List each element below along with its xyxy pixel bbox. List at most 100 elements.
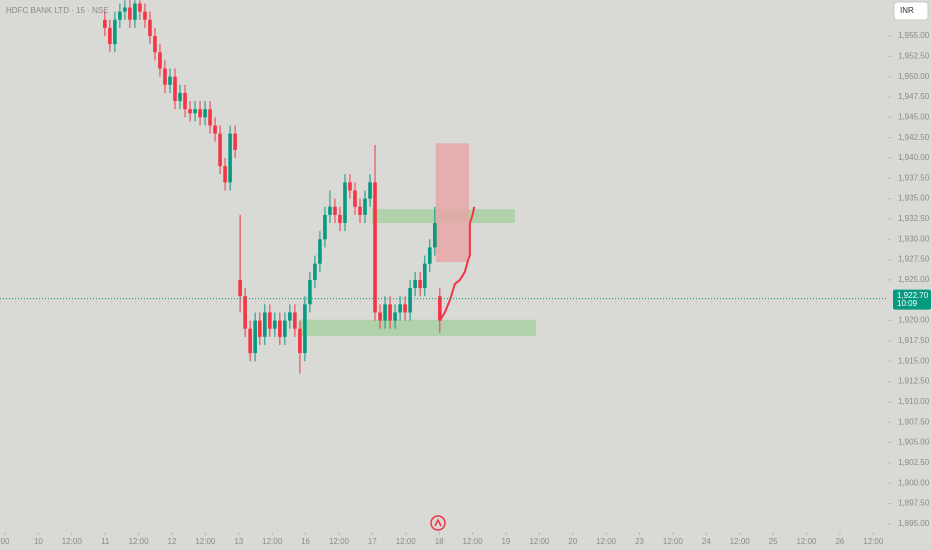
y-tick-label: 1,925.00 bbox=[898, 275, 930, 284]
x-tick-label: 24 bbox=[702, 537, 711, 546]
y-tick-label: 1,930.00 bbox=[898, 234, 930, 243]
x-tick-label: 13 bbox=[234, 537, 243, 546]
y-tick-label: 1,942.50 bbox=[898, 133, 930, 142]
candle-body bbox=[288, 312, 292, 321]
candle-body bbox=[343, 182, 347, 224]
candle-body bbox=[393, 312, 397, 321]
candle-body bbox=[428, 247, 432, 264]
x-tick-label: 12:00 bbox=[329, 537, 350, 546]
candle-body bbox=[123, 7, 127, 12]
candle-body bbox=[433, 223, 437, 248]
candle-body bbox=[422, 263, 427, 289]
x-tick-label: 10 bbox=[34, 537, 43, 546]
x-tick-label: 12:00 bbox=[129, 537, 150, 546]
candle-body bbox=[208, 109, 212, 126]
y-tick-label: 1,907.50 bbox=[898, 417, 930, 426]
candle-body bbox=[168, 76, 172, 85]
y-tick-label: 1,947.50 bbox=[898, 92, 930, 101]
y-tick-label: 1,945.00 bbox=[898, 112, 930, 121]
candle-body bbox=[173, 76, 177, 102]
candle-body bbox=[348, 182, 352, 191]
candle-body bbox=[318, 239, 322, 264]
last-price-label: 1,922.70 bbox=[897, 291, 929, 300]
chart-title: HDFC BANK LTD · 15 · NSE bbox=[6, 6, 109, 15]
x-tick-label: 12:00 bbox=[396, 537, 417, 546]
x-tick-label: 12:00 bbox=[796, 537, 817, 546]
candle-body bbox=[293, 312, 297, 329]
y-tick-label: 1,932.50 bbox=[898, 214, 930, 223]
candle-body bbox=[263, 312, 267, 337]
x-tick-label: 23 bbox=[635, 537, 644, 546]
y-tick-label: 1,935.00 bbox=[898, 194, 930, 203]
candle-body bbox=[118, 11, 122, 20]
x-tick-label: 12:00 bbox=[262, 537, 283, 546]
candle-body bbox=[358, 206, 362, 215]
candle-body bbox=[138, 3, 142, 12]
candle-body bbox=[378, 312, 382, 321]
candle-body bbox=[213, 125, 217, 134]
zone bbox=[299, 319, 537, 337]
candle-body bbox=[398, 304, 402, 313]
candle-body bbox=[193, 109, 197, 114]
x-tick-label: 12:00 bbox=[463, 537, 484, 546]
x-tick-label: 19 bbox=[501, 537, 510, 546]
y-tick-label: 1,952.50 bbox=[898, 51, 930, 60]
y-tick-label: 1,920.00 bbox=[898, 316, 930, 325]
x-tick-label: 12:00 bbox=[596, 537, 617, 546]
y-tick-label: 1,902.50 bbox=[898, 458, 930, 467]
candle-body bbox=[418, 279, 422, 289]
candle-body bbox=[313, 263, 317, 280]
last-price-badge bbox=[893, 289, 931, 310]
x-tick-label: 25 bbox=[769, 537, 778, 546]
x-tick-label: 16 bbox=[301, 537, 310, 546]
candle-body bbox=[133, 3, 137, 20]
candle-body bbox=[233, 133, 237, 150]
x-tick-label: 12:00 bbox=[663, 537, 684, 546]
candle-body bbox=[188, 109, 192, 114]
x-tick-label: 18 bbox=[435, 537, 444, 546]
candle-body bbox=[283, 320, 287, 337]
candle-body bbox=[408, 288, 412, 313]
candle-body bbox=[383, 304, 387, 321]
candle-body bbox=[128, 7, 132, 20]
x-tick-label: 12:00 bbox=[195, 537, 216, 546]
candle-body bbox=[158, 52, 162, 69]
candle-body bbox=[338, 214, 342, 224]
candle-body bbox=[308, 279, 312, 305]
y-tick-label: 1,940.00 bbox=[898, 153, 930, 162]
x-tick-label: 12:00 bbox=[62, 537, 83, 546]
candle-body bbox=[373, 182, 377, 313]
candle-body bbox=[388, 304, 392, 321]
candle-body bbox=[413, 279, 417, 289]
candle-body bbox=[258, 320, 262, 337]
candle-body bbox=[103, 19, 107, 28]
y-tick-label: 1,917.50 bbox=[898, 336, 930, 345]
candle-body bbox=[148, 19, 152, 37]
currency-label[interactable]: INR bbox=[900, 6, 914, 15]
y-tick-label: 1,905.00 bbox=[898, 438, 930, 447]
candle-body bbox=[248, 328, 252, 354]
candle-body bbox=[268, 312, 272, 329]
y-tick-label: 1,912.50 bbox=[898, 377, 930, 386]
candle-body bbox=[163, 68, 167, 85]
currency-button[interactable] bbox=[893, 1, 929, 21]
candle-body bbox=[178, 92, 182, 102]
candle-body bbox=[328, 206, 332, 215]
candle-body bbox=[353, 190, 357, 207]
candle-body bbox=[368, 182, 372, 199]
candle-body bbox=[243, 296, 247, 329]
candle-body bbox=[363, 198, 367, 215]
y-tick-label: 1,897.50 bbox=[898, 499, 930, 508]
candle-body bbox=[108, 27, 112, 45]
countdown-label: 10:09 bbox=[897, 299, 918, 308]
candle-body bbox=[403, 304, 407, 313]
y-tick-label: 1,950.00 bbox=[898, 72, 930, 81]
candle-body bbox=[333, 206, 337, 215]
candle-body bbox=[298, 328, 302, 354]
y-tick-label: 1,955.00 bbox=[898, 31, 930, 40]
x-tick-label: 26 bbox=[835, 537, 844, 546]
candle-body bbox=[113, 19, 117, 45]
candle-body bbox=[303, 304, 307, 354]
